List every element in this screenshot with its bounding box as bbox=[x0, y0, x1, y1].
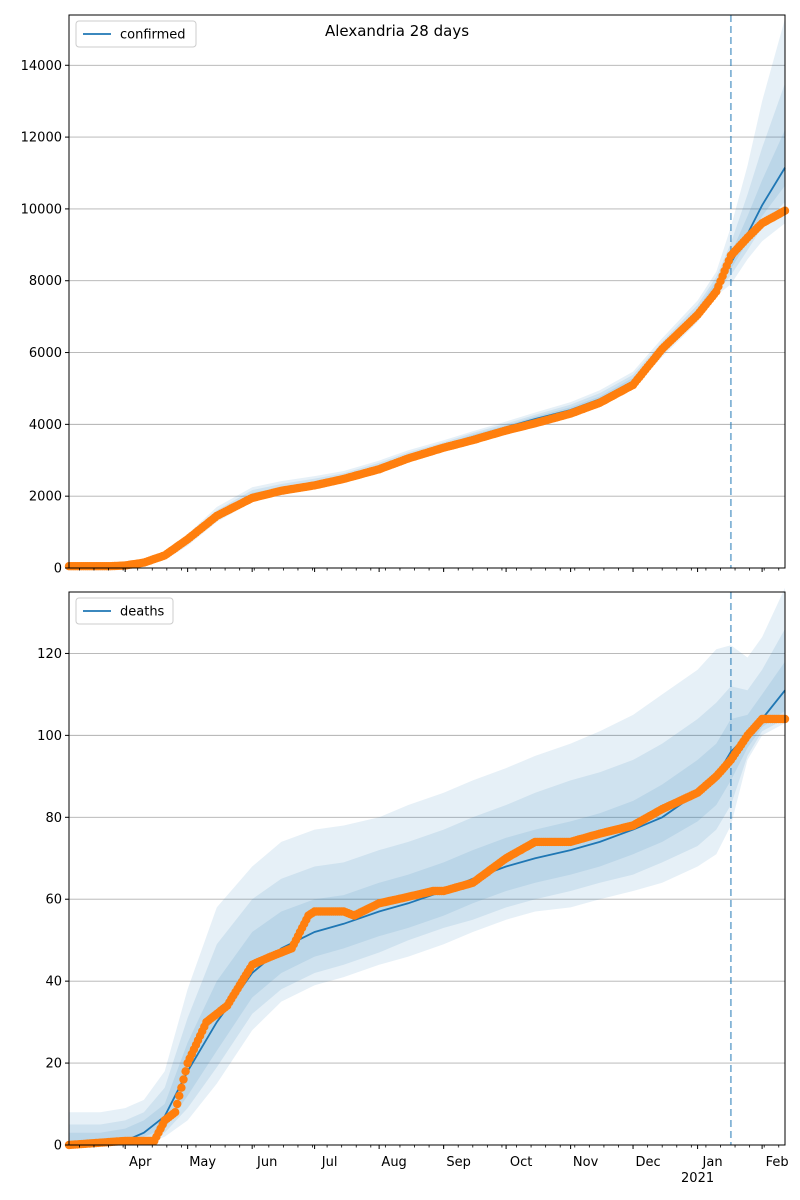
x-tick-label: Oct bbox=[510, 1155, 532, 1170]
y-tick-label: 10000 bbox=[21, 202, 62, 217]
model-line bbox=[69, 167, 786, 568]
x-tick-label: May bbox=[189, 1155, 216, 1170]
y-tick-label: 100 bbox=[37, 729, 62, 744]
confirmed-legend: confirmed bbox=[75, 20, 197, 48]
band-95 bbox=[69, 18, 785, 569]
deaths-gridlines bbox=[69, 652, 785, 1064]
deaths-plot-frame bbox=[68, 591, 786, 1146]
x-tick-label: Apr bbox=[129, 1155, 152, 1170]
deaths-legend-label: deaths bbox=[120, 605, 165, 620]
deaths-chart: 0 20 40 60 80 100 120 Apr May Jun Jul Aug Sep Oct Nov… bbox=[37, 587, 790, 1186]
confirmed-gridlines bbox=[69, 64, 785, 497]
confirmed-uncertainty-bands bbox=[69, 18, 785, 569]
x-tick-year-label: 2021 bbox=[681, 1171, 714, 1186]
y-tick-label: 40 bbox=[45, 975, 62, 990]
band-50 bbox=[69, 661, 785, 1145]
y-tick-label: 6000 bbox=[29, 346, 62, 361]
x-tick-label: Sep bbox=[446, 1155, 471, 1170]
confirmed-chart: 0 2000 4000 6000 8000 10000 12000 14000 confirm… bbox=[21, 14, 790, 577]
observed-point bbox=[171, 1108, 180, 1117]
deaths-observed-points bbox=[64, 714, 790, 1150]
y-tick-label: 60 bbox=[45, 893, 62, 908]
y-tick-label: 120 bbox=[37, 647, 62, 662]
confirmed-legend-box bbox=[75, 20, 197, 48]
y-tick-label: 4000 bbox=[29, 418, 62, 433]
x-tick-label: Feb bbox=[766, 1155, 789, 1170]
y-tick-label: 0 bbox=[54, 1139, 62, 1154]
observed-point bbox=[177, 1083, 186, 1092]
y-tick-label: 20 bbox=[45, 1057, 62, 1072]
observed-point bbox=[175, 1091, 184, 1101]
y-tick-label: 12000 bbox=[21, 131, 62, 146]
observed-point bbox=[179, 1075, 188, 1084]
band-95 bbox=[69, 587, 785, 1145]
confirmed-model-line bbox=[69, 167, 786, 568]
y-tick-label: 14000 bbox=[21, 59, 62, 74]
y-tick-label: 80 bbox=[45, 811, 62, 826]
x-tick-label: Dec bbox=[635, 1155, 660, 1170]
confirmed-plot-frame bbox=[68, 14, 786, 569]
band-80 bbox=[69, 628, 785, 1145]
x-tick-label: Jan bbox=[702, 1155, 723, 1170]
x-tick-label: Nov bbox=[573, 1155, 599, 1170]
deaths-legend: deaths bbox=[75, 597, 174, 625]
x-tick-label: Jul bbox=[321, 1155, 338, 1170]
deaths-legend-box bbox=[75, 597, 174, 625]
deaths-y-axis: 0 20 40 60 80 100 120 bbox=[37, 647, 69, 1154]
figure-title: Alexandria 28 days bbox=[325, 22, 469, 40]
x-tick-label: Aug bbox=[381, 1155, 406, 1170]
band-50 bbox=[69, 129, 785, 568]
y-tick-label: 8000 bbox=[29, 274, 62, 289]
y-tick-label: 0 bbox=[54, 562, 62, 577]
confirmed-y-axis: 0 2000 4000 6000 8000 10000 12000 14000 bbox=[21, 59, 69, 577]
deaths-uncertainty-bands bbox=[69, 587, 785, 1145]
confirmed-observed-points bbox=[64, 206, 790, 571]
confirmed-x-axis bbox=[79, 568, 780, 572]
y-tick-label: 2000 bbox=[29, 490, 62, 505]
confirmed-legend-label: confirmed bbox=[120, 28, 186, 43]
observed-point bbox=[181, 1067, 190, 1076]
observed-point bbox=[173, 1099, 182, 1109]
x-tick-label: Jun bbox=[256, 1155, 277, 1170]
